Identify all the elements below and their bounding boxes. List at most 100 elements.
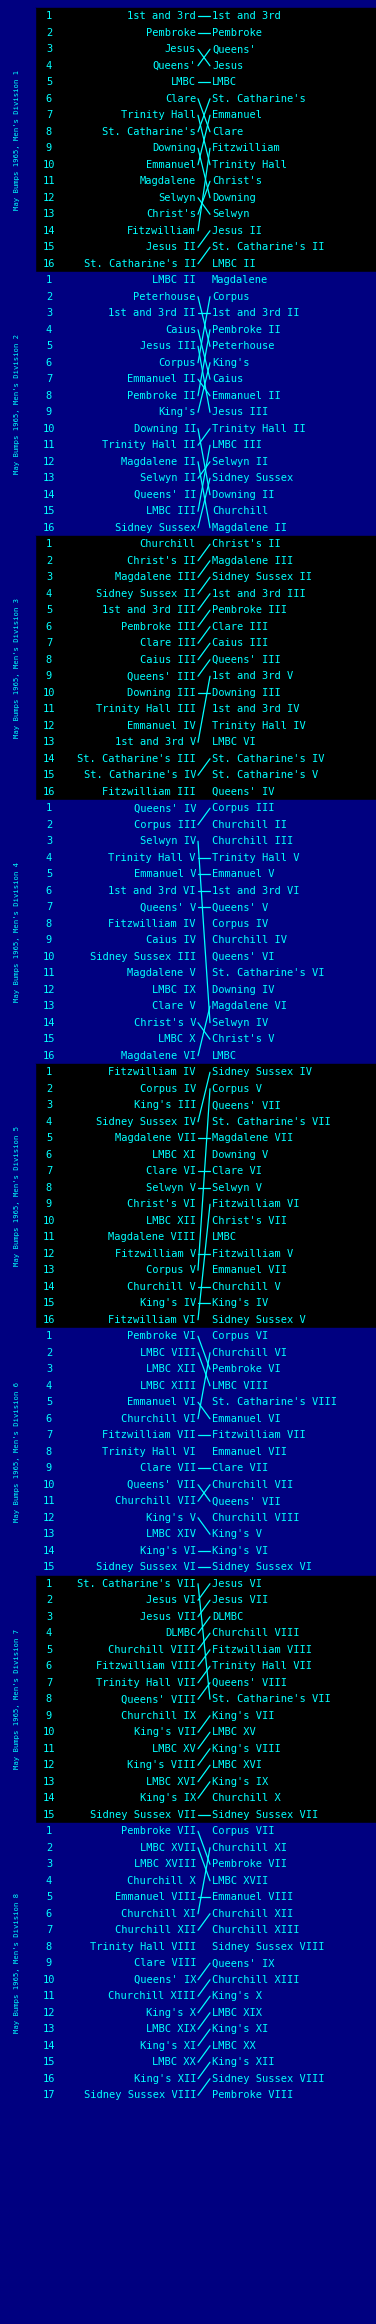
- Text: Jesus VII: Jesus VII: [140, 1613, 196, 1622]
- Text: Christ's II: Christ's II: [127, 555, 196, 565]
- Text: 16: 16: [43, 2073, 55, 2085]
- Text: 9: 9: [46, 934, 52, 946]
- Text: 11: 11: [43, 1232, 55, 1243]
- Text: Magdalene: Magdalene: [212, 274, 268, 286]
- Text: LMBC III: LMBC III: [146, 507, 196, 516]
- Bar: [0, 7, 35, 272]
- Text: LMBC IX: LMBC IX: [152, 985, 196, 995]
- Text: Emmanuel II: Emmanuel II: [127, 374, 196, 383]
- Text: Magdalene VI: Magdalene VI: [212, 1002, 287, 1011]
- Text: 15: 15: [43, 1034, 55, 1043]
- Text: 7: 7: [46, 1678, 52, 1687]
- Text: 4: 4: [46, 60, 52, 70]
- Text: Downing II: Downing II: [212, 490, 274, 500]
- Text: LMBC XV: LMBC XV: [212, 1727, 256, 1738]
- Text: 11: 11: [43, 439, 55, 451]
- Text: Trinity Hall VI: Trinity Hall VI: [102, 1448, 196, 1457]
- Text: Emmanuel VIII: Emmanuel VIII: [115, 1892, 196, 1903]
- Text: 9: 9: [46, 672, 52, 681]
- Text: King's X: King's X: [146, 2008, 196, 2017]
- Bar: [0, 1064, 35, 1327]
- Text: 14: 14: [43, 1545, 55, 1555]
- Text: 13: 13: [43, 1529, 55, 1538]
- Text: St. Catharine's IV: St. Catharine's IV: [83, 769, 196, 781]
- Text: Trinity Hall: Trinity Hall: [212, 160, 287, 170]
- Text: LMBC XVIII: LMBC XVIII: [133, 1859, 196, 1868]
- Text: King's XII: King's XII: [133, 2073, 196, 2085]
- Text: 1: 1: [46, 1332, 52, 1341]
- Bar: [0, 799, 35, 1064]
- Text: Magdalene VI: Magdalene VI: [121, 1050, 196, 1060]
- Text: St. Catharine's: St. Catharine's: [212, 93, 306, 105]
- Text: Queens' VII: Queens' VII: [212, 1497, 281, 1506]
- Text: 1: 1: [46, 539, 52, 548]
- Text: 7: 7: [46, 902, 52, 913]
- Text: Churchill III: Churchill III: [212, 837, 293, 846]
- Text: 4: 4: [46, 1118, 52, 1127]
- Text: Queens' VIII: Queens' VIII: [212, 1678, 287, 1687]
- Text: LMBC XX: LMBC XX: [152, 2057, 196, 2068]
- Text: 1st and 3rd VI: 1st and 3rd VI: [212, 885, 300, 895]
- Text: St. Catharine's VIII: St. Catharine's VIII: [212, 1397, 337, 1408]
- Text: Clare VI: Clare VI: [146, 1167, 196, 1176]
- Text: May Bumps 1965, Men's Division 2: May Bumps 1965, Men's Division 2: [15, 335, 21, 474]
- Text: Christ's: Christ's: [212, 177, 262, 186]
- Text: 12: 12: [43, 720, 55, 730]
- Text: Queens' IV: Queens' IV: [133, 804, 196, 813]
- Text: 5: 5: [46, 1892, 52, 1903]
- Text: 10: 10: [43, 953, 55, 962]
- Text: 3: 3: [46, 1099, 52, 1111]
- Text: King's VIII: King's VIII: [127, 1759, 196, 1771]
- Text: Sidney Sussex VIII: Sidney Sussex VIII: [212, 1943, 324, 1952]
- Text: Fitzwilliam V: Fitzwilliam V: [115, 1248, 196, 1260]
- Text: 12: 12: [43, 1759, 55, 1771]
- Text: King's V: King's V: [212, 1529, 262, 1538]
- Text: 2: 2: [46, 28, 52, 37]
- Text: King's: King's: [212, 358, 250, 367]
- Text: Pembroke VII: Pembroke VII: [212, 1859, 287, 1868]
- Text: May Bumps 1965, Men's Division 3: May Bumps 1965, Men's Division 3: [15, 597, 21, 739]
- Text: Trinity Hall V: Trinity Hall V: [212, 853, 300, 862]
- Text: 4: 4: [46, 588, 52, 600]
- Text: 12: 12: [43, 458, 55, 467]
- Text: Selwyn II: Selwyn II: [140, 474, 196, 483]
- Text: 4: 4: [46, 1875, 52, 1885]
- Text: 6: 6: [46, 93, 52, 105]
- Text: 1st and 3rd II: 1st and 3rd II: [212, 309, 300, 318]
- Text: Selwyn II: Selwyn II: [212, 458, 268, 467]
- Text: Churchill VII: Churchill VII: [212, 1480, 293, 1490]
- Text: Churchill: Churchill: [140, 539, 196, 548]
- Text: Jesus II: Jesus II: [212, 225, 262, 235]
- Text: Corpus: Corpus: [159, 358, 196, 367]
- Text: 7: 7: [46, 1429, 52, 1441]
- Text: King's XI: King's XI: [140, 2040, 196, 2050]
- Text: LMBC: LMBC: [171, 77, 196, 88]
- Text: Christ's VII: Christ's VII: [212, 1215, 287, 1225]
- Text: Sidney Sussex VII: Sidney Sussex VII: [90, 1810, 196, 1820]
- Text: Downing III: Downing III: [212, 688, 281, 697]
- Text: 1st and 3rd III: 1st and 3rd III: [102, 604, 196, 616]
- Text: Jesus VI: Jesus VI: [146, 1594, 196, 1606]
- Text: King's VI: King's VI: [140, 1545, 196, 1555]
- Text: Pembroke VI: Pembroke VI: [127, 1332, 196, 1341]
- Text: Fitzwilliam VII: Fitzwilliam VII: [102, 1429, 196, 1441]
- Text: 6: 6: [46, 1413, 52, 1425]
- Text: Clare V: Clare V: [152, 1002, 196, 1011]
- Bar: [35, 537, 376, 799]
- Text: 6: 6: [46, 1150, 52, 1160]
- Text: Sidney Sussex VIII: Sidney Sussex VIII: [83, 2089, 196, 2101]
- Text: Sidney Sussex II: Sidney Sussex II: [96, 588, 196, 600]
- Text: Emmanuel VII: Emmanuel VII: [212, 1264, 287, 1276]
- Text: 5: 5: [46, 604, 52, 616]
- Text: Caius III: Caius III: [140, 655, 196, 665]
- Text: LMBC XIX: LMBC XIX: [146, 2024, 196, 2034]
- Text: LMBC: LMBC: [212, 1232, 237, 1243]
- Text: LMBC: LMBC: [212, 1050, 237, 1060]
- Text: St. Catharine's II: St. Catharine's II: [212, 242, 324, 253]
- Text: LMBC XVI: LMBC XVI: [212, 1759, 262, 1771]
- Text: 2: 2: [46, 820, 52, 830]
- Text: May Bumps 1965, Men's Division 8: May Bumps 1965, Men's Division 8: [15, 1894, 21, 2034]
- Text: Churchill XIII: Churchill XIII: [109, 1992, 196, 2001]
- Text: 4: 4: [46, 853, 52, 862]
- Text: Jesus III: Jesus III: [212, 407, 268, 418]
